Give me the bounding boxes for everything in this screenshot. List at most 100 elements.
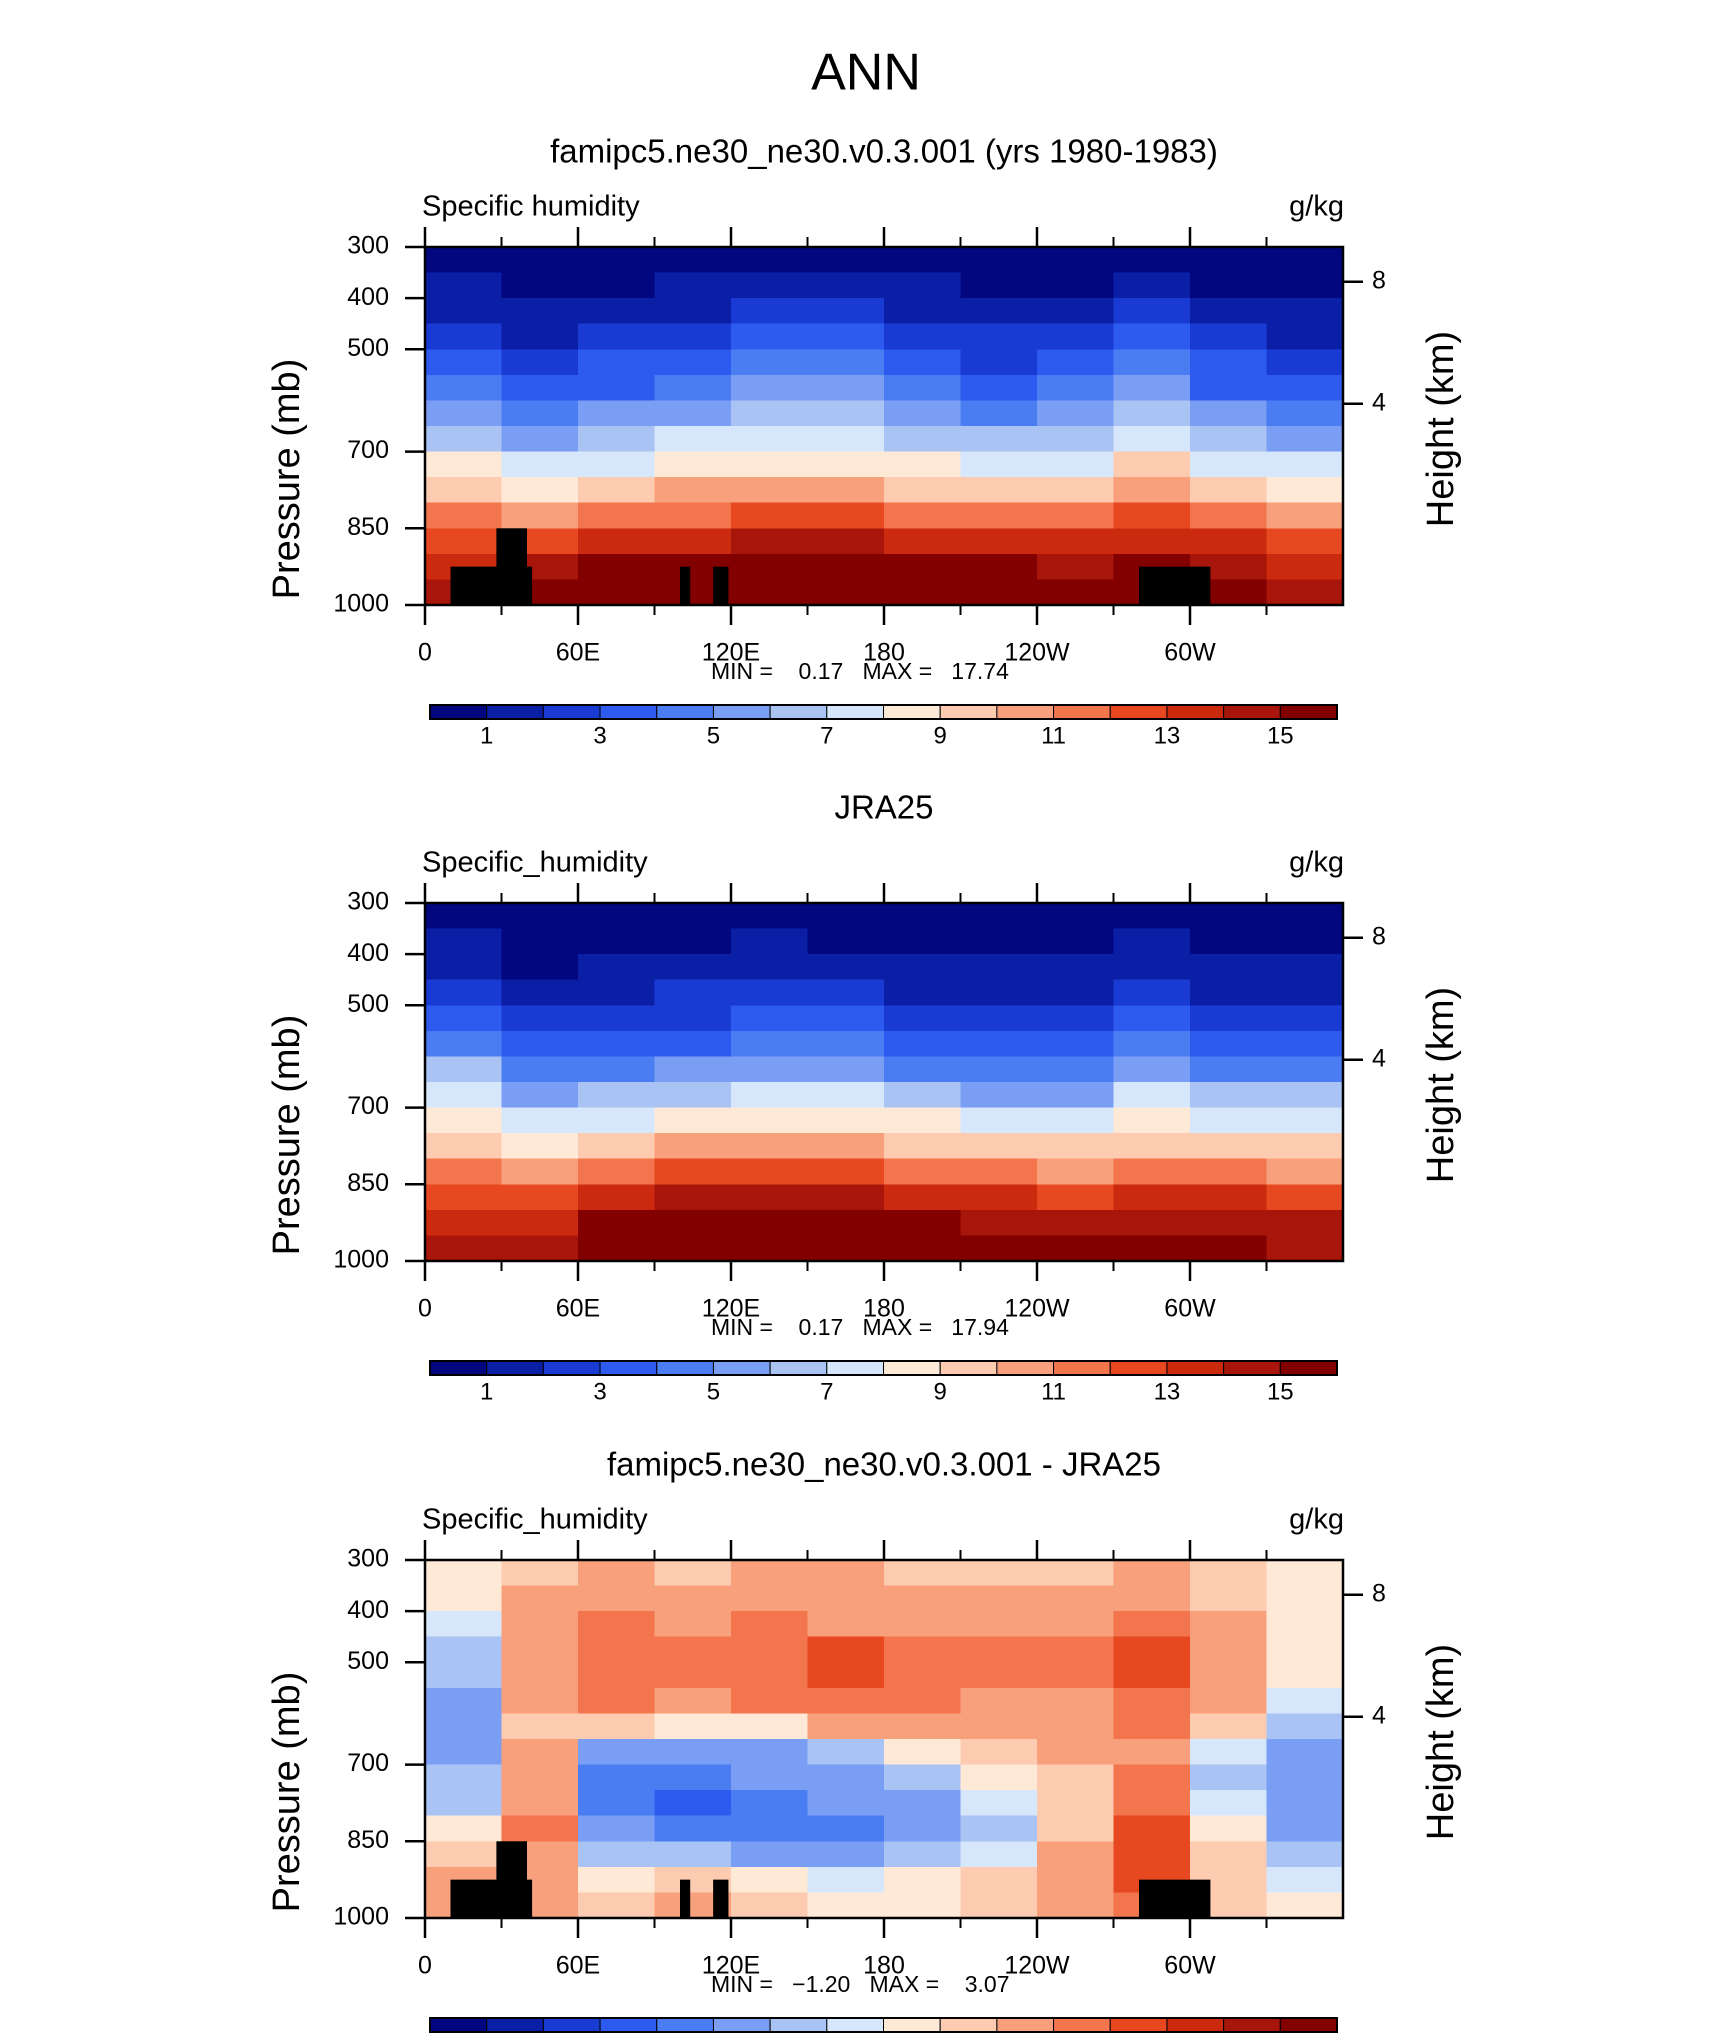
field-cell: [884, 1560, 962, 1587]
field-cell: [425, 903, 503, 930]
colorbar-label: 0: [877, 2035, 890, 2038]
field-cell: [425, 451, 503, 478]
field-cell: [731, 954, 809, 981]
field-cell: [1113, 1764, 1191, 1791]
field-cell: [1037, 928, 1115, 955]
field-cell: [807, 903, 885, 930]
field-cell: [884, 502, 962, 529]
field-cell: [807, 1866, 885, 1894]
field-cell: [960, 247, 1038, 274]
field-cell: [578, 1158, 656, 1185]
field-cell: [501, 1636, 579, 1663]
field-cell: [501, 477, 579, 504]
field-cell: [1037, 1662, 1115, 1689]
field-cell: [884, 903, 962, 930]
field-cell: [654, 1158, 732, 1185]
field-cell: [1037, 1158, 1115, 1185]
field-cell: [1113, 1005, 1191, 1032]
field-cell: [960, 1611, 1038, 1638]
field-cell: [1190, 400, 1268, 427]
x-tick-label: 180: [863, 1952, 905, 1980]
field-cell: [960, 1790, 1038, 1817]
field-cell: [578, 1209, 656, 1237]
field-cell: [1266, 502, 1344, 529]
field-cell: [884, 1892, 962, 1919]
field-cell: [960, 528, 1038, 555]
field-cell: [1037, 1636, 1115, 1663]
field-cell: [1037, 1892, 1115, 1919]
colorbar-box: [1279, 704, 1338, 720]
field-cell: [654, 1687, 732, 1715]
field-cell: [425, 323, 503, 350]
field-cell: [654, 1030, 732, 1058]
field-cell: [1037, 247, 1115, 274]
x-tick-label: 120W: [1004, 1952, 1070, 1980]
field-cell: [1037, 1585, 1115, 1612]
field-cell: [884, 1841, 962, 1868]
colorbar-label: 5: [707, 1378, 720, 1405]
panel-title: famipc5.ne30_ne30.v0.3.001 (yrs 1980-198…: [550, 133, 1218, 170]
field-cell: [731, 477, 809, 504]
field-cell: [654, 1636, 732, 1663]
x-tick-label: 120E: [702, 1295, 760, 1323]
field-cell: [807, 1585, 885, 1612]
field-cell: [654, 1790, 732, 1817]
colorbar-box: [996, 704, 1055, 720]
field-cell: [578, 451, 656, 478]
panel: JRA25 Specific_humidity g/kg Pressure (mb) H…: [266, 789, 1462, 1406]
colorbar-box: [939, 2017, 998, 2033]
field-cell: [425, 502, 503, 529]
field-cell: [425, 1636, 503, 1663]
field-cell: [731, 979, 809, 1006]
field-cell: [884, 349, 962, 376]
field-cell: [501, 247, 579, 274]
field-cell: [1113, 928, 1191, 955]
field-cell: [501, 979, 579, 1006]
field-cell: [1266, 1892, 1344, 1919]
field-cell: [1266, 1235, 1344, 1262]
field-cell: [578, 1841, 656, 1868]
colorbar-box: [769, 2017, 828, 2033]
field-cell: [1190, 1107, 1268, 1134]
field-cell: [654, 928, 732, 955]
field-cell: [1113, 1184, 1191, 1211]
colorbar-frame: [429, 2017, 1338, 2033]
field-cell: [425, 1158, 503, 1185]
x-tick-label: 60E: [556, 1952, 600, 1980]
field-cell: [1113, 979, 1191, 1006]
field-cell: [578, 1739, 656, 1766]
field-cell: [807, 553, 885, 581]
field-cell: [578, 1815, 656, 1842]
field-cell: [654, 272, 732, 299]
field-cell: [1037, 1133, 1115, 1160]
field-cell: [1037, 374, 1115, 402]
field-cell: [731, 1585, 809, 1612]
field-cell: [1037, 1082, 1115, 1109]
colorbar-box: [939, 704, 998, 720]
x-tick-label: 180: [863, 639, 905, 667]
field-cell: [960, 349, 1038, 376]
field-cell: [425, 1056, 503, 1083]
field-cell: [807, 477, 885, 504]
field-cell: [1113, 400, 1191, 427]
field-cell: [425, 528, 503, 555]
field-cell: [1037, 349, 1115, 376]
field-cell: [1266, 1560, 1344, 1587]
right-label: g/kg: [1289, 1504, 1344, 1536]
panel: famipc5.ne30_ne30.v0.3.001 - JRA25 Specif…: [266, 1446, 1462, 2038]
field-cell: [960, 298, 1038, 325]
field-cell: [960, 1030, 1038, 1058]
field-cell: [960, 1158, 1038, 1185]
colorbar-box: [1109, 2017, 1168, 2033]
colorbar-label: −0.3: [746, 2035, 793, 2038]
colorbar-box: [826, 2017, 884, 2033]
field-cell: [1266, 1030, 1344, 1058]
field-cell: [425, 1687, 503, 1715]
y-tick-label: 400: [347, 283, 389, 311]
field-cell: [654, 528, 732, 555]
colorbar-label: 1.5: [1207, 2035, 1240, 2038]
field-cell: [731, 1005, 809, 1032]
field-cell: [654, 1815, 732, 1842]
field-cell: [731, 528, 809, 555]
field-cell: [731, 1764, 809, 1791]
